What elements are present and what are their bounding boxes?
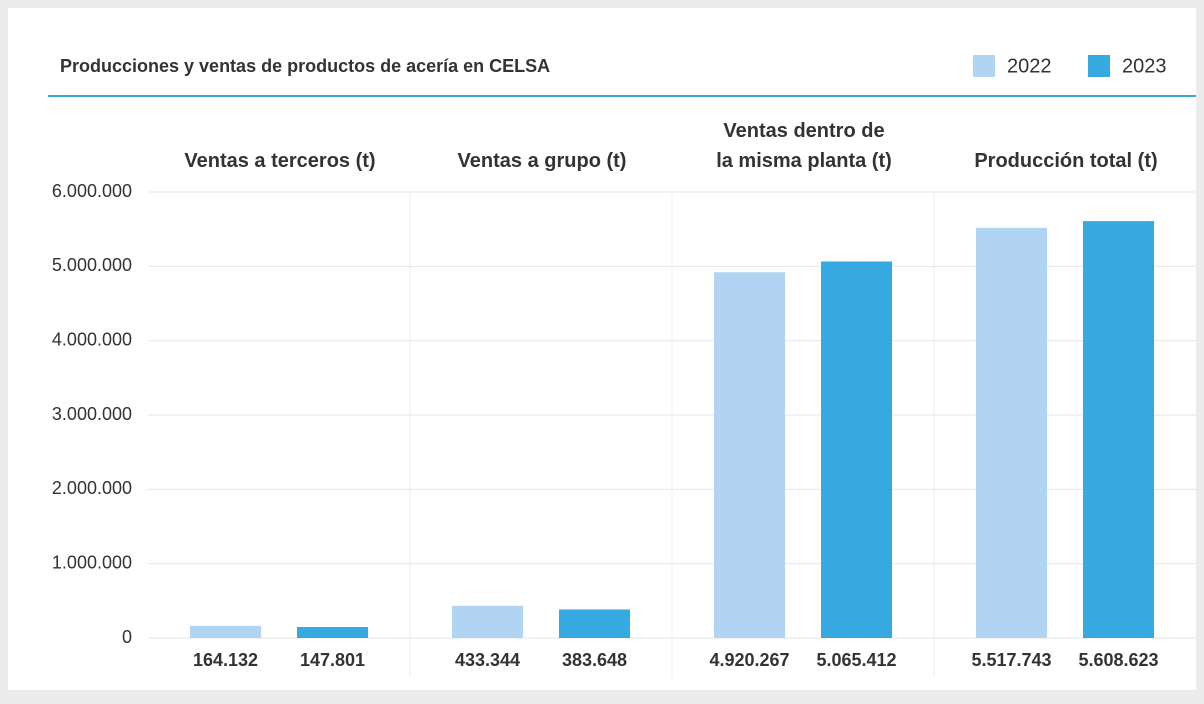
bar	[297, 627, 368, 638]
y-tick-label: 2.000.000	[52, 478, 132, 498]
bar	[559, 609, 630, 638]
data-label: 5.517.743	[971, 650, 1051, 670]
data-label: 147.801	[300, 650, 365, 670]
category-title: Ventas a grupo (t)	[457, 150, 627, 172]
data-label: 5.065.412	[816, 650, 896, 670]
bar	[190, 625, 261, 638]
bar	[821, 261, 892, 638]
category-title: Producción total (t)	[974, 150, 1158, 172]
bar	[714, 272, 785, 638]
data-label: 383.648	[562, 650, 627, 670]
legend-swatch	[1088, 55, 1110, 77]
category-title: Ventas a terceros (t)	[184, 150, 376, 172]
data-label: 433.344	[455, 650, 520, 670]
legend-label: 2023	[1122, 55, 1167, 77]
y-tick-label: 4.000.000	[52, 329, 132, 349]
data-label: 4.920.267	[709, 650, 789, 670]
data-label: 164.132	[193, 650, 258, 670]
data-label: 5.608.623	[1078, 650, 1158, 670]
legend-swatch	[973, 55, 995, 77]
y-tick-label: 0	[122, 627, 132, 647]
y-tick-label: 1.000.000	[52, 552, 132, 572]
chart-title: Producciones y ventas de productos de ac…	[60, 56, 550, 76]
bar	[452, 605, 523, 638]
bar	[1083, 221, 1154, 639]
y-tick-label: 5.000.000	[52, 255, 132, 275]
category-title: Ventas dentro de la misma planta (t)	[716, 120, 892, 172]
legend-label: 2022	[1007, 55, 1052, 77]
bar	[976, 227, 1047, 638]
y-tick-label: 6.000.000	[52, 181, 132, 201]
y-tick-label: 3.000.000	[52, 404, 132, 424]
